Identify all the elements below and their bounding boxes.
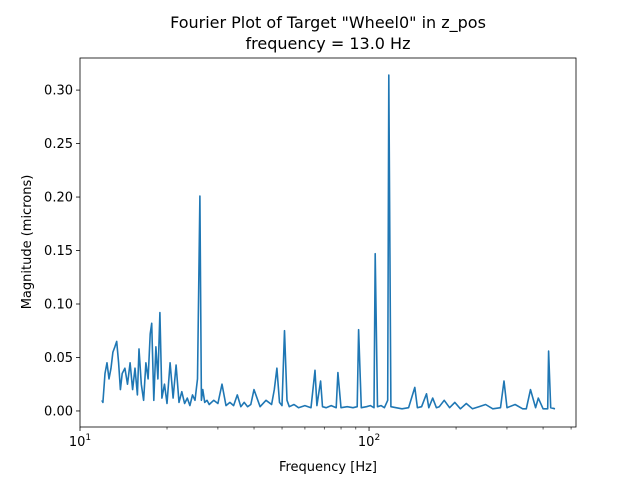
y-tick-label: 0.30 [44, 84, 73, 99]
x-axis-ticks: 101 102 [69, 427, 572, 450]
x-tick-label: 102 [358, 433, 380, 450]
y-tick-label: 0.10 [44, 298, 73, 313]
x-tick-label-base: 10 [358, 435, 375, 450]
x-tick-label: 101 [69, 433, 91, 450]
y-tick-label: 0.25 [44, 137, 73, 152]
y-tick-label: 0.00 [44, 404, 73, 419]
x-tick-label-base: 10 [69, 435, 86, 450]
y-axis-label: Magnitude (microns) [20, 175, 35, 310]
y-tick-label: 0.20 [44, 191, 73, 206]
series-layer [101, 74, 556, 410]
plot-frame [79, 57, 577, 428]
chart-subtitle: frequency = 13.0 Hz [246, 34, 411, 53]
x-tick-label-exponent: 2 [374, 433, 380, 443]
chart-title: Fourier Plot of Target "Wheel0" in z_pos [170, 13, 486, 33]
y-tick-label: 0.15 [44, 244, 73, 259]
y-tick-label: 0.05 [44, 351, 73, 366]
x-axis-label: Frequency [Hz] [279, 460, 377, 475]
x-tick-label-exponent: 1 [85, 433, 91, 443]
y-axis-ticks: 0.00 0.05 0.10 0.15 0.20 0.25 0.30 [44, 84, 80, 419]
series-line [101, 74, 556, 410]
